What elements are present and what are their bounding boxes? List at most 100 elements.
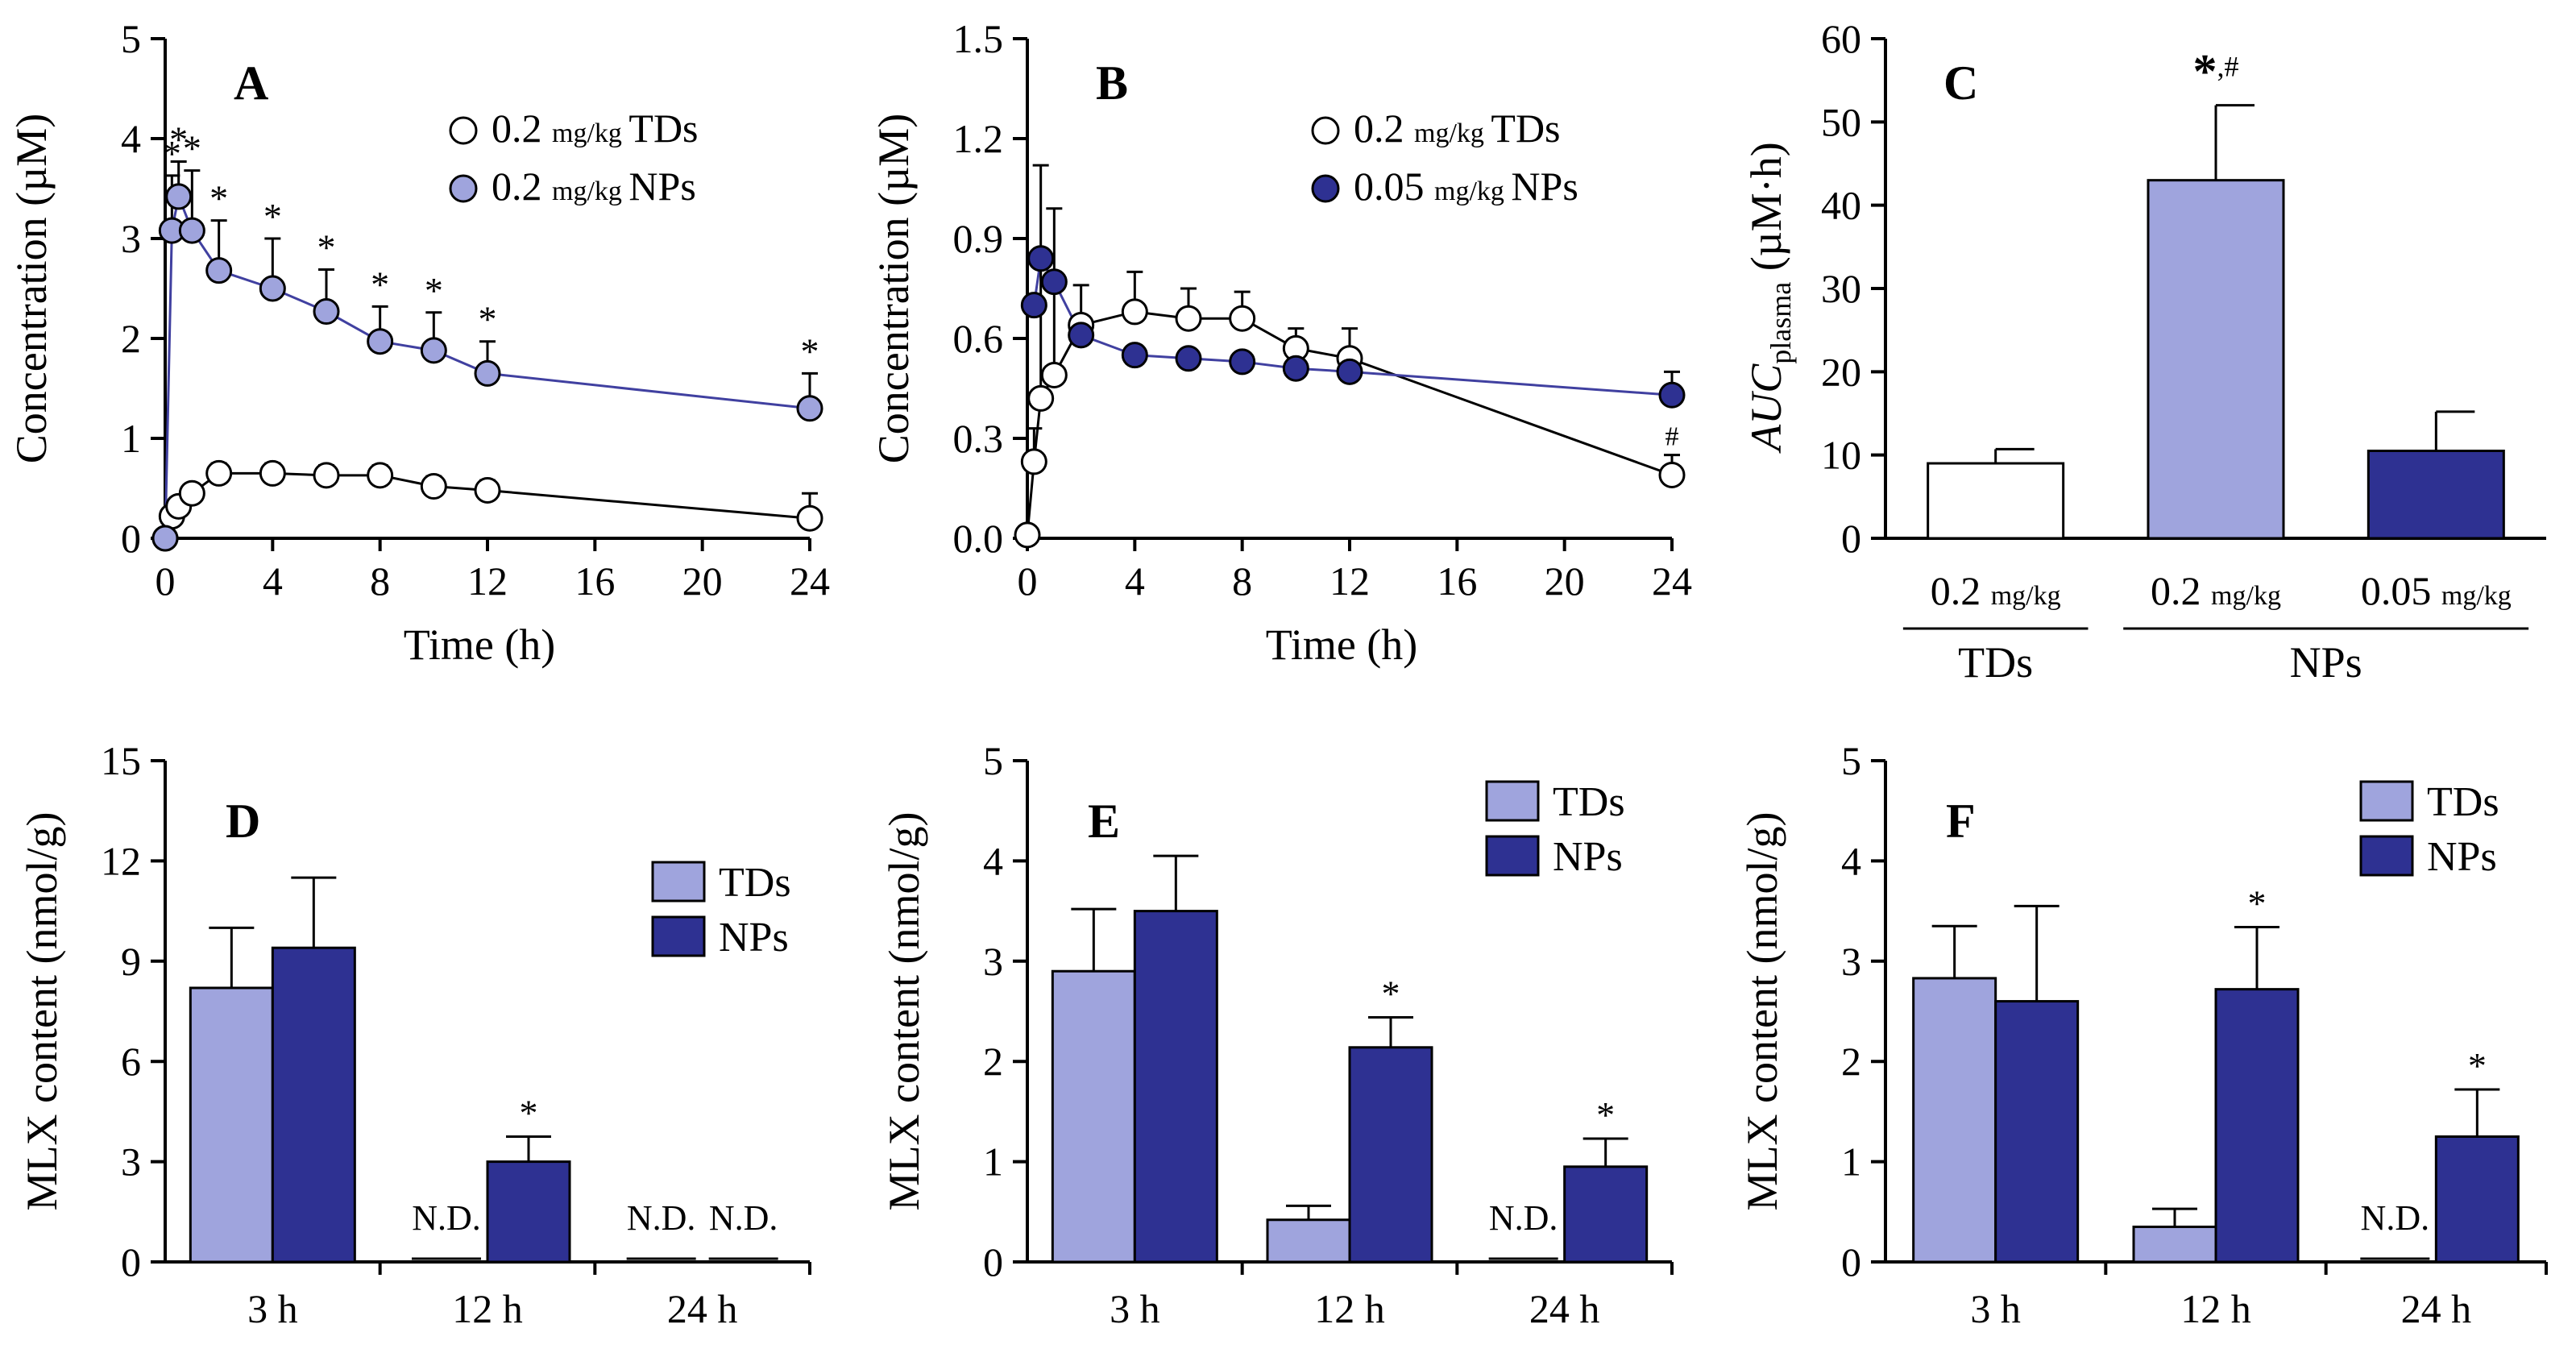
legend-unit: mg/kg (552, 118, 628, 148)
panel-C-y-tick-label: 0 (1841, 516, 1861, 561)
panel-E-y-tick-label: 2 (983, 1039, 1003, 1084)
panel-A-data-point (178, 217, 205, 244)
panel-D-category-label: 3 h (247, 1286, 298, 1331)
panel-E-bar (1266, 1218, 1351, 1264)
panel-D-nd-label: N.D. (709, 1198, 778, 1238)
panel-E-y-tick-label: 1 (983, 1139, 1003, 1185)
panel-F-category-label: 12 h (2180, 1286, 2251, 1331)
panel-A-x-tick-label: 12 (467, 558, 508, 604)
panel-C-category-label: 0.2 mg/kg (2151, 568, 2281, 613)
panel-B-data-point (1014, 521, 1041, 549)
panel-B-data-point (1658, 461, 1686, 488)
panel-D-category-label: 24 h (667, 1286, 738, 1331)
panel-B-x-tick-label: 0 (1018, 558, 1038, 604)
category-dose: 0.05 (2361, 568, 2441, 613)
panel-A-y-tick-label: 2 (121, 316, 141, 361)
panel-E-category-label: 12 h (1314, 1286, 1385, 1331)
legend-dose: 0.2 (492, 106, 552, 151)
legend-name: TDs (628, 106, 698, 151)
panel-A-data-point (313, 462, 340, 489)
panel-A-legend-marker (449, 116, 478, 145)
panel-B-data-point (1282, 355, 1309, 382)
panel-A-y-tick-label: 1 (121, 416, 141, 461)
panel-B-data-point (1068, 322, 1095, 349)
panel-A-significance-mark: * (263, 196, 282, 237)
panel-D-bar (189, 986, 274, 1264)
panel-E-legend-swatch (1485, 780, 1540, 822)
panel-A-data-point (420, 337, 447, 364)
panel-A-significance-mark: * (183, 128, 201, 169)
panel-F-legend-swatch (2359, 835, 2414, 877)
panel-F-category-label: 24 h (2401, 1286, 2472, 1331)
panel-A-significance-mark: * (209, 178, 228, 219)
panel-D-legend-label: NPs (719, 915, 789, 961)
panel-E-y-tick-label: 3 (983, 939, 1003, 984)
panel-C-y-tick-label: 40 (1821, 183, 1861, 228)
category-unit: mg/kg (2441, 581, 2512, 611)
panel-E-nd-label: N.D. (1489, 1198, 1558, 1238)
panel-B-x-tick-label: 20 (1545, 558, 1585, 604)
panel-A-significance-mark: * (479, 299, 497, 340)
panel-F-category-label: 3 h (1970, 1286, 2021, 1331)
panel-A-data-point (367, 462, 394, 489)
panel-C-y-tick-label: 20 (1821, 349, 1861, 394)
legend-name: NPs (628, 164, 695, 209)
panel-A-data-point (474, 476, 501, 504)
panel-A-data-point (205, 459, 233, 487)
legend-unit: mg/kg (1434, 176, 1511, 206)
panel-E-y-tick-label: 5 (983, 738, 1003, 783)
panel-B-legend-marker (1311, 174, 1340, 203)
legend-dose: 0.2 (492, 164, 552, 209)
panel-B-data-point (1229, 348, 1256, 376)
panel-F-y-tick-label: 4 (1841, 838, 1861, 883)
panel-D-legend-swatch (651, 915, 706, 957)
panel-B-x-tick-label: 12 (1329, 558, 1370, 604)
panel-E-bar (1051, 969, 1136, 1264)
panel-F-y-tick-label: 5 (1841, 738, 1861, 783)
panel-B-x-tick-label: 24 (1652, 558, 1692, 604)
panel-F-y-tick-label: 3 (1841, 939, 1861, 984)
panel-D-y-label: MLX content (nmol/g) (18, 812, 66, 1211)
panel-D-y-tick-label: 3 (121, 1139, 141, 1185)
panel-B-data-point (1040, 361, 1068, 388)
legend-dose: 0.2 (1354, 106, 1414, 151)
panel-F-label: F (1946, 795, 1976, 848)
hash: ,# (2217, 51, 2239, 83)
panel-A-data-point (367, 328, 394, 355)
panel-D-nd-label: N.D. (412, 1198, 481, 1238)
panel-C-bar (2147, 179, 2285, 540)
panel-B: 0.0 0.3 0.6 0.9 1.2 1.5 0 4 8 12 16 20 24 Time (h) Con… (869, 16, 1692, 669)
panel-F-legend-label: TDs (2427, 779, 2499, 825)
panel-F: 0 1 2 3 4 5 F MLX content (nmol/g) 3 h 12 h * 24 h N… (1738, 738, 2548, 1331)
panel-D-label: D (226, 795, 260, 848)
panel-A-data-point (205, 257, 233, 284)
panel-A-data-point (178, 479, 205, 507)
panel-B-x-tick-label: 4 (1125, 558, 1145, 604)
panel-B-data-point (1040, 268, 1068, 296)
panel-A-legend-marker (449, 174, 478, 203)
panel-B-data-point (1175, 345, 1202, 372)
panel-E-y-tick-label: 0 (983, 1239, 1003, 1284)
panel-E-category-label: 3 h (1110, 1286, 1160, 1331)
panel-A-significance-mark: * (801, 330, 819, 371)
panel-A-y-tick-label: 4 (121, 116, 141, 161)
panel-C-y-tick-label: 60 (1821, 16, 1861, 61)
panel-B-x-label: Time (h) (1266, 620, 1418, 669)
panel-D-significance-mark: * (520, 1093, 538, 1134)
panel-A-x-tick-label: 16 (575, 558, 615, 604)
y-label-sub: plasma (1765, 282, 1797, 364)
panel-B-data-point (1658, 381, 1686, 409)
y-label-unit: (µM·h) (1742, 142, 1790, 282)
panel-C-category-label: 0.2 mg/kg (1931, 568, 2061, 613)
panel-F-legend-swatch (2359, 780, 2414, 822)
panel-A-x-tick-label: 24 (790, 558, 830, 604)
panel-F-y-tick-label: 0 (1841, 1239, 1861, 1284)
panel-F-y-tick-label: 1 (1841, 1139, 1861, 1185)
panel-A-data-point (474, 359, 501, 387)
panel-F-bar (2434, 1135, 2520, 1264)
panel-A-y-label: Concentration (µM) (7, 114, 56, 464)
panel-A-significance-mark: * (371, 264, 389, 305)
panel-B-y-tick-label: 1.5 (953, 16, 1004, 61)
